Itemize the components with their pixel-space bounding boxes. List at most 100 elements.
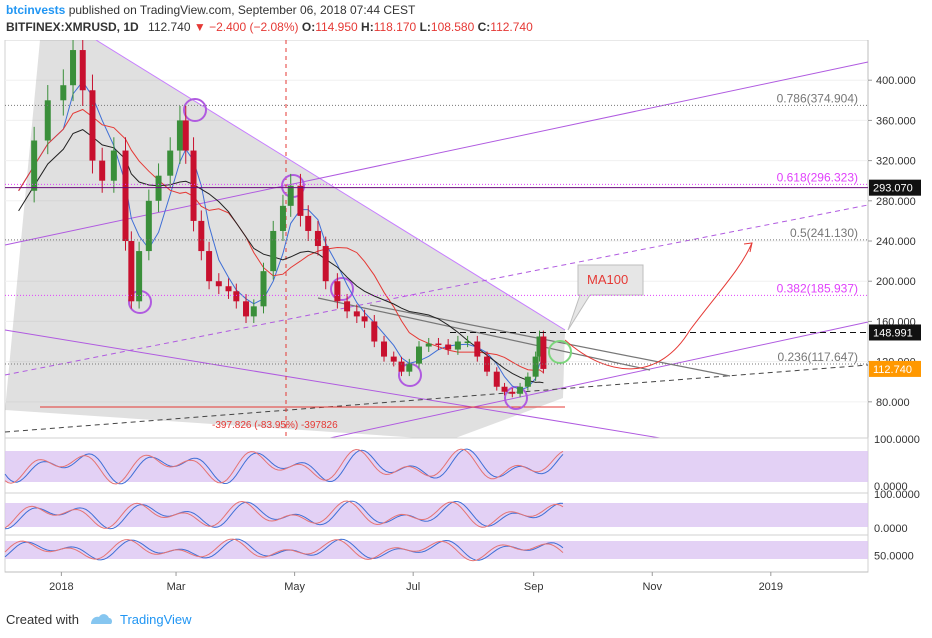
time-axis[interactable]: 2018 Mar May Jul Sep Nov 2019 xyxy=(5,571,868,593)
candle-body[interactable] xyxy=(381,341,388,357)
candle-body[interactable] xyxy=(128,241,135,302)
open-label: O: xyxy=(301,20,316,34)
candle-body[interactable] xyxy=(233,291,240,302)
pivot-circle-4 xyxy=(330,277,354,301)
candle-body[interactable] xyxy=(31,140,38,191)
candle-body[interactable] xyxy=(206,251,213,282)
time-tick-label: 2018 xyxy=(49,581,73,593)
candle-body[interactable] xyxy=(398,361,405,372)
candle-body[interactable] xyxy=(260,271,267,307)
price-tag-label: 293.070 xyxy=(873,183,913,195)
candle-body[interactable] xyxy=(215,281,222,287)
price-axis[interactable]: 400.000 360.000 320.000 280.000 240.000 200.0… xyxy=(868,75,916,409)
candle-body[interactable] xyxy=(445,344,452,350)
candle-body[interactable] xyxy=(464,341,471,344)
fib-level-label: 0.618(296.323) xyxy=(777,170,858,184)
price-chart[interactable]: -397.826 (-83.95%) -397826 MA100 0.786(3… xyxy=(0,32,932,605)
candle-body[interactable] xyxy=(517,386,524,394)
candle-body[interactable] xyxy=(250,306,257,317)
support-dashed-grey[interactable] xyxy=(4,364,869,433)
open-value: 114.950 xyxy=(315,20,358,34)
candle-body[interactable] xyxy=(279,205,286,231)
tradingview-link[interactable]: TradingView xyxy=(120,612,192,627)
candle-body[interactable] xyxy=(60,85,67,101)
candle-body[interactable] xyxy=(509,391,516,394)
candle-body[interactable] xyxy=(474,341,481,357)
candle-body[interactable] xyxy=(493,371,500,387)
candle-body[interactable] xyxy=(435,343,442,346)
candle-body[interactable] xyxy=(110,150,117,181)
ma100-red[interactable] xyxy=(18,108,544,374)
candle-body[interactable] xyxy=(532,356,539,377)
pivot-circle-6 xyxy=(504,386,528,410)
candle-body[interactable] xyxy=(540,336,547,369)
candle-body[interactable] xyxy=(70,50,77,86)
candle-body[interactable] xyxy=(198,220,205,252)
candle-body[interactable] xyxy=(145,200,152,252)
publish-line: btcinvests published on TradingView.com,… xyxy=(6,3,415,18)
high-value: 118.170 xyxy=(373,20,417,34)
change-arrow-icon: ▼ xyxy=(193,20,206,34)
candle-body[interactable] xyxy=(501,386,508,392)
time-tick-label: May xyxy=(284,581,305,593)
candle-body[interactable] xyxy=(454,341,461,350)
price-tag xyxy=(869,324,921,341)
price-tag xyxy=(869,179,921,196)
rising-trendline-lower[interactable] xyxy=(329,321,869,439)
time-tick-label: Nov xyxy=(642,581,662,593)
published-text: published on TradingView.com, September … xyxy=(68,3,416,17)
candle-body[interactable] xyxy=(287,185,294,206)
candle-body[interactable] xyxy=(524,376,531,387)
indicator-tick-label: 100.0000 xyxy=(874,434,920,446)
candle-body[interactable] xyxy=(305,215,312,231)
candle-body[interactable] xyxy=(484,356,491,372)
candle-body[interactable] xyxy=(176,120,183,151)
indicator-band xyxy=(5,503,868,527)
projection-arrow-icon xyxy=(743,242,753,253)
candle-body[interactable] xyxy=(270,230,277,272)
candle-body[interactable] xyxy=(353,311,360,317)
candle-body[interactable] xyxy=(155,175,162,201)
candle-body[interactable] xyxy=(99,160,106,181)
candle-body[interactable] xyxy=(406,363,413,372)
candle-body[interactable] xyxy=(297,185,304,216)
author-name[interactable]: btcinvests xyxy=(6,3,66,17)
price-tick-label: 320.000 xyxy=(876,156,916,168)
fib-level-label: 0.5(241.130) xyxy=(790,226,858,240)
resistance-grey-2[interactable] xyxy=(369,304,731,377)
candle-body[interactable] xyxy=(44,100,51,141)
candle-body[interactable] xyxy=(190,150,197,221)
rising-trendline-dashed[interactable] xyxy=(4,204,869,376)
time-tick-label: Mar xyxy=(167,581,186,593)
candle-body[interactable] xyxy=(314,230,321,247)
candle-body[interactable] xyxy=(243,301,250,317)
candle-body[interactable] xyxy=(361,316,368,322)
chart-area[interactable]: -397.826 (-83.95%) -397826 MA100 0.786(3… xyxy=(0,32,932,605)
candle-body[interactable] xyxy=(536,336,543,357)
candle-body[interactable] xyxy=(89,90,96,161)
price-tick-label: 200.000 xyxy=(876,276,916,288)
pivot-circle-7 xyxy=(548,340,572,364)
candle-body[interactable] xyxy=(225,286,232,292)
fib-level-label: 0.236(117.647) xyxy=(777,350,858,364)
channel-upper-line[interactable] xyxy=(95,39,566,331)
indicator-line-k xyxy=(4,448,564,485)
candle-body[interactable] xyxy=(136,251,143,302)
channel-lower-line[interactable] xyxy=(4,329,661,439)
projection-curve[interactable] xyxy=(564,242,753,370)
candle-body[interactable] xyxy=(344,301,351,312)
candle-body[interactable] xyxy=(416,346,423,364)
candle-body[interactable] xyxy=(334,281,341,302)
candle-body[interactable] xyxy=(122,150,129,242)
candle-body[interactable] xyxy=(182,120,189,151)
resistance-grey-1[interactable] xyxy=(317,297,651,371)
candle-body[interactable] xyxy=(425,343,432,347)
candle-body[interactable] xyxy=(167,150,174,176)
candle-body[interactable] xyxy=(79,50,86,91)
candle-body[interactable] xyxy=(322,246,329,282)
price-tick-label: 280.000 xyxy=(876,196,916,208)
indicator-line-d xyxy=(4,500,564,529)
candle-body[interactable] xyxy=(371,321,378,342)
candle-body[interactable] xyxy=(390,356,397,362)
